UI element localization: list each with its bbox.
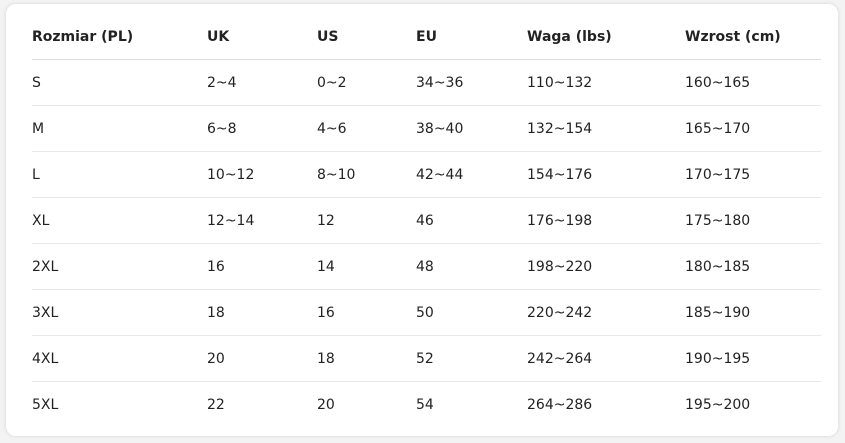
table-cell: 185~190 (685, 289, 821, 336)
table-row: 2XL 16 14 48 198~220 180~185 (32, 243, 821, 290)
table-cell: 3XL (32, 289, 207, 336)
table-cell: 175~180 (685, 197, 821, 244)
table-cell: 195~200 (685, 396, 751, 413)
table-cell: 34~36 (416, 59, 527, 106)
table-cell: 170~175 (685, 151, 821, 198)
table-cell: 18 (317, 335, 416, 382)
header-cell: US (317, 14, 416, 60)
table-cell: 20 (317, 396, 335, 413)
table-cell: 5XL (32, 396, 59, 413)
table-cell: 242~264 (527, 335, 685, 382)
size-table: Rozmiar (PL) UK US EU Waga (lbs) Wzrost (cm) … (32, 14, 821, 427)
table-cell: 14 (317, 243, 416, 290)
table-cell: 2~4 (207, 59, 317, 106)
table-cell: 22 (207, 396, 225, 413)
table-cell: 2XL (32, 243, 207, 290)
table-cell: 48 (416, 243, 527, 290)
table-cell: 10~12 (207, 151, 317, 198)
table-cell: 6~8 (207, 105, 317, 152)
table-cell: S (32, 59, 207, 106)
table-cell: 52 (416, 335, 527, 382)
table-cell: 160~165 (685, 59, 821, 106)
table-cell: 180~185 (685, 243, 821, 290)
table-cell: M (32, 105, 207, 152)
table-cell: 38~40 (416, 105, 527, 152)
table-cell: 4XL (32, 335, 207, 382)
table-cell: 42~44 (416, 151, 527, 198)
table-cell: 46 (416, 197, 527, 244)
table-cell: 154~176 (527, 151, 685, 198)
header-cell: Wzrost (cm) (685, 14, 821, 60)
table-cell: 20 (207, 335, 317, 382)
table-cell: 176~198 (527, 197, 685, 244)
table-cell: 4~6 (317, 105, 416, 152)
table-cell: L (32, 151, 207, 198)
table-cell: XL (32, 197, 207, 244)
table-cell: 190~195 (685, 335, 821, 382)
table-row: M 6~8 4~6 38~40 132~154 165~170 (32, 105, 821, 152)
table-cell: 198~220 (527, 243, 685, 290)
header-row: Rozmiar (PL) UK US EU Waga (lbs) Wzrost (cm) (32, 14, 821, 60)
table-cell: 8~10 (317, 151, 416, 198)
table-cell: 220~242 (527, 289, 685, 336)
table-row: XL 12~14 12 46 176~198 175~180 (32, 197, 821, 244)
table-cell: 264~286 (527, 396, 593, 413)
header-cell: Rozmiar (PL) (32, 14, 207, 60)
table-row: 4XL 20 18 52 242~264 190~195 (32, 335, 821, 382)
table-cell: 110~132 (527, 59, 685, 106)
table-cell: 18 (207, 289, 317, 336)
table-cell: 12 (317, 197, 416, 244)
table-cell: 16 (317, 289, 416, 336)
table-cell: 132~154 (527, 105, 685, 152)
table-cell: 165~170 (685, 105, 821, 152)
table-cell: 0~2 (317, 59, 416, 106)
table-cell: 50 (416, 289, 527, 336)
table-row: 5XL 22 20 54 264~286 195~200 (32, 382, 821, 428)
table-row: S 2~4 0~2 34~36 110~132 160~165 (32, 59, 821, 106)
header-cell: EU (416, 14, 527, 60)
table-cell: 12~14 (207, 197, 317, 244)
header-cell: Waga (lbs) (527, 14, 685, 60)
header-cell: UK (207, 14, 317, 60)
card: Rozmiar (PL) UK US EU Waga (lbs) Wzrost (cm) … (6, 4, 838, 436)
table-row: 3XL 18 16 50 220~242 185~190 (32, 289, 821, 336)
table-body: S 2~4 0~2 34~36 110~132 160~165 M 6~8 4~6 38~40 13… (32, 59, 821, 428)
table-cell: 54 (416, 396, 434, 413)
table-row: L 10~12 8~10 42~44 154~176 170~175 (32, 151, 821, 198)
table-cell: 16 (207, 243, 317, 290)
